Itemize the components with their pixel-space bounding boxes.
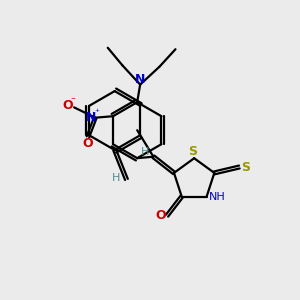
Text: N: N [86,111,96,124]
Text: O: O [62,99,73,112]
Text: $^+$: $^+$ [93,108,100,117]
Text: S: S [241,160,250,173]
Text: O: O [155,209,166,222]
Text: H: H [141,147,149,157]
Text: O: O [82,137,93,150]
Text: $^-$: $^-$ [69,94,76,103]
Text: NH: NH [208,192,225,202]
Text: S: S [188,145,197,158]
Text: H: H [112,173,120,183]
Text: N: N [135,73,145,86]
